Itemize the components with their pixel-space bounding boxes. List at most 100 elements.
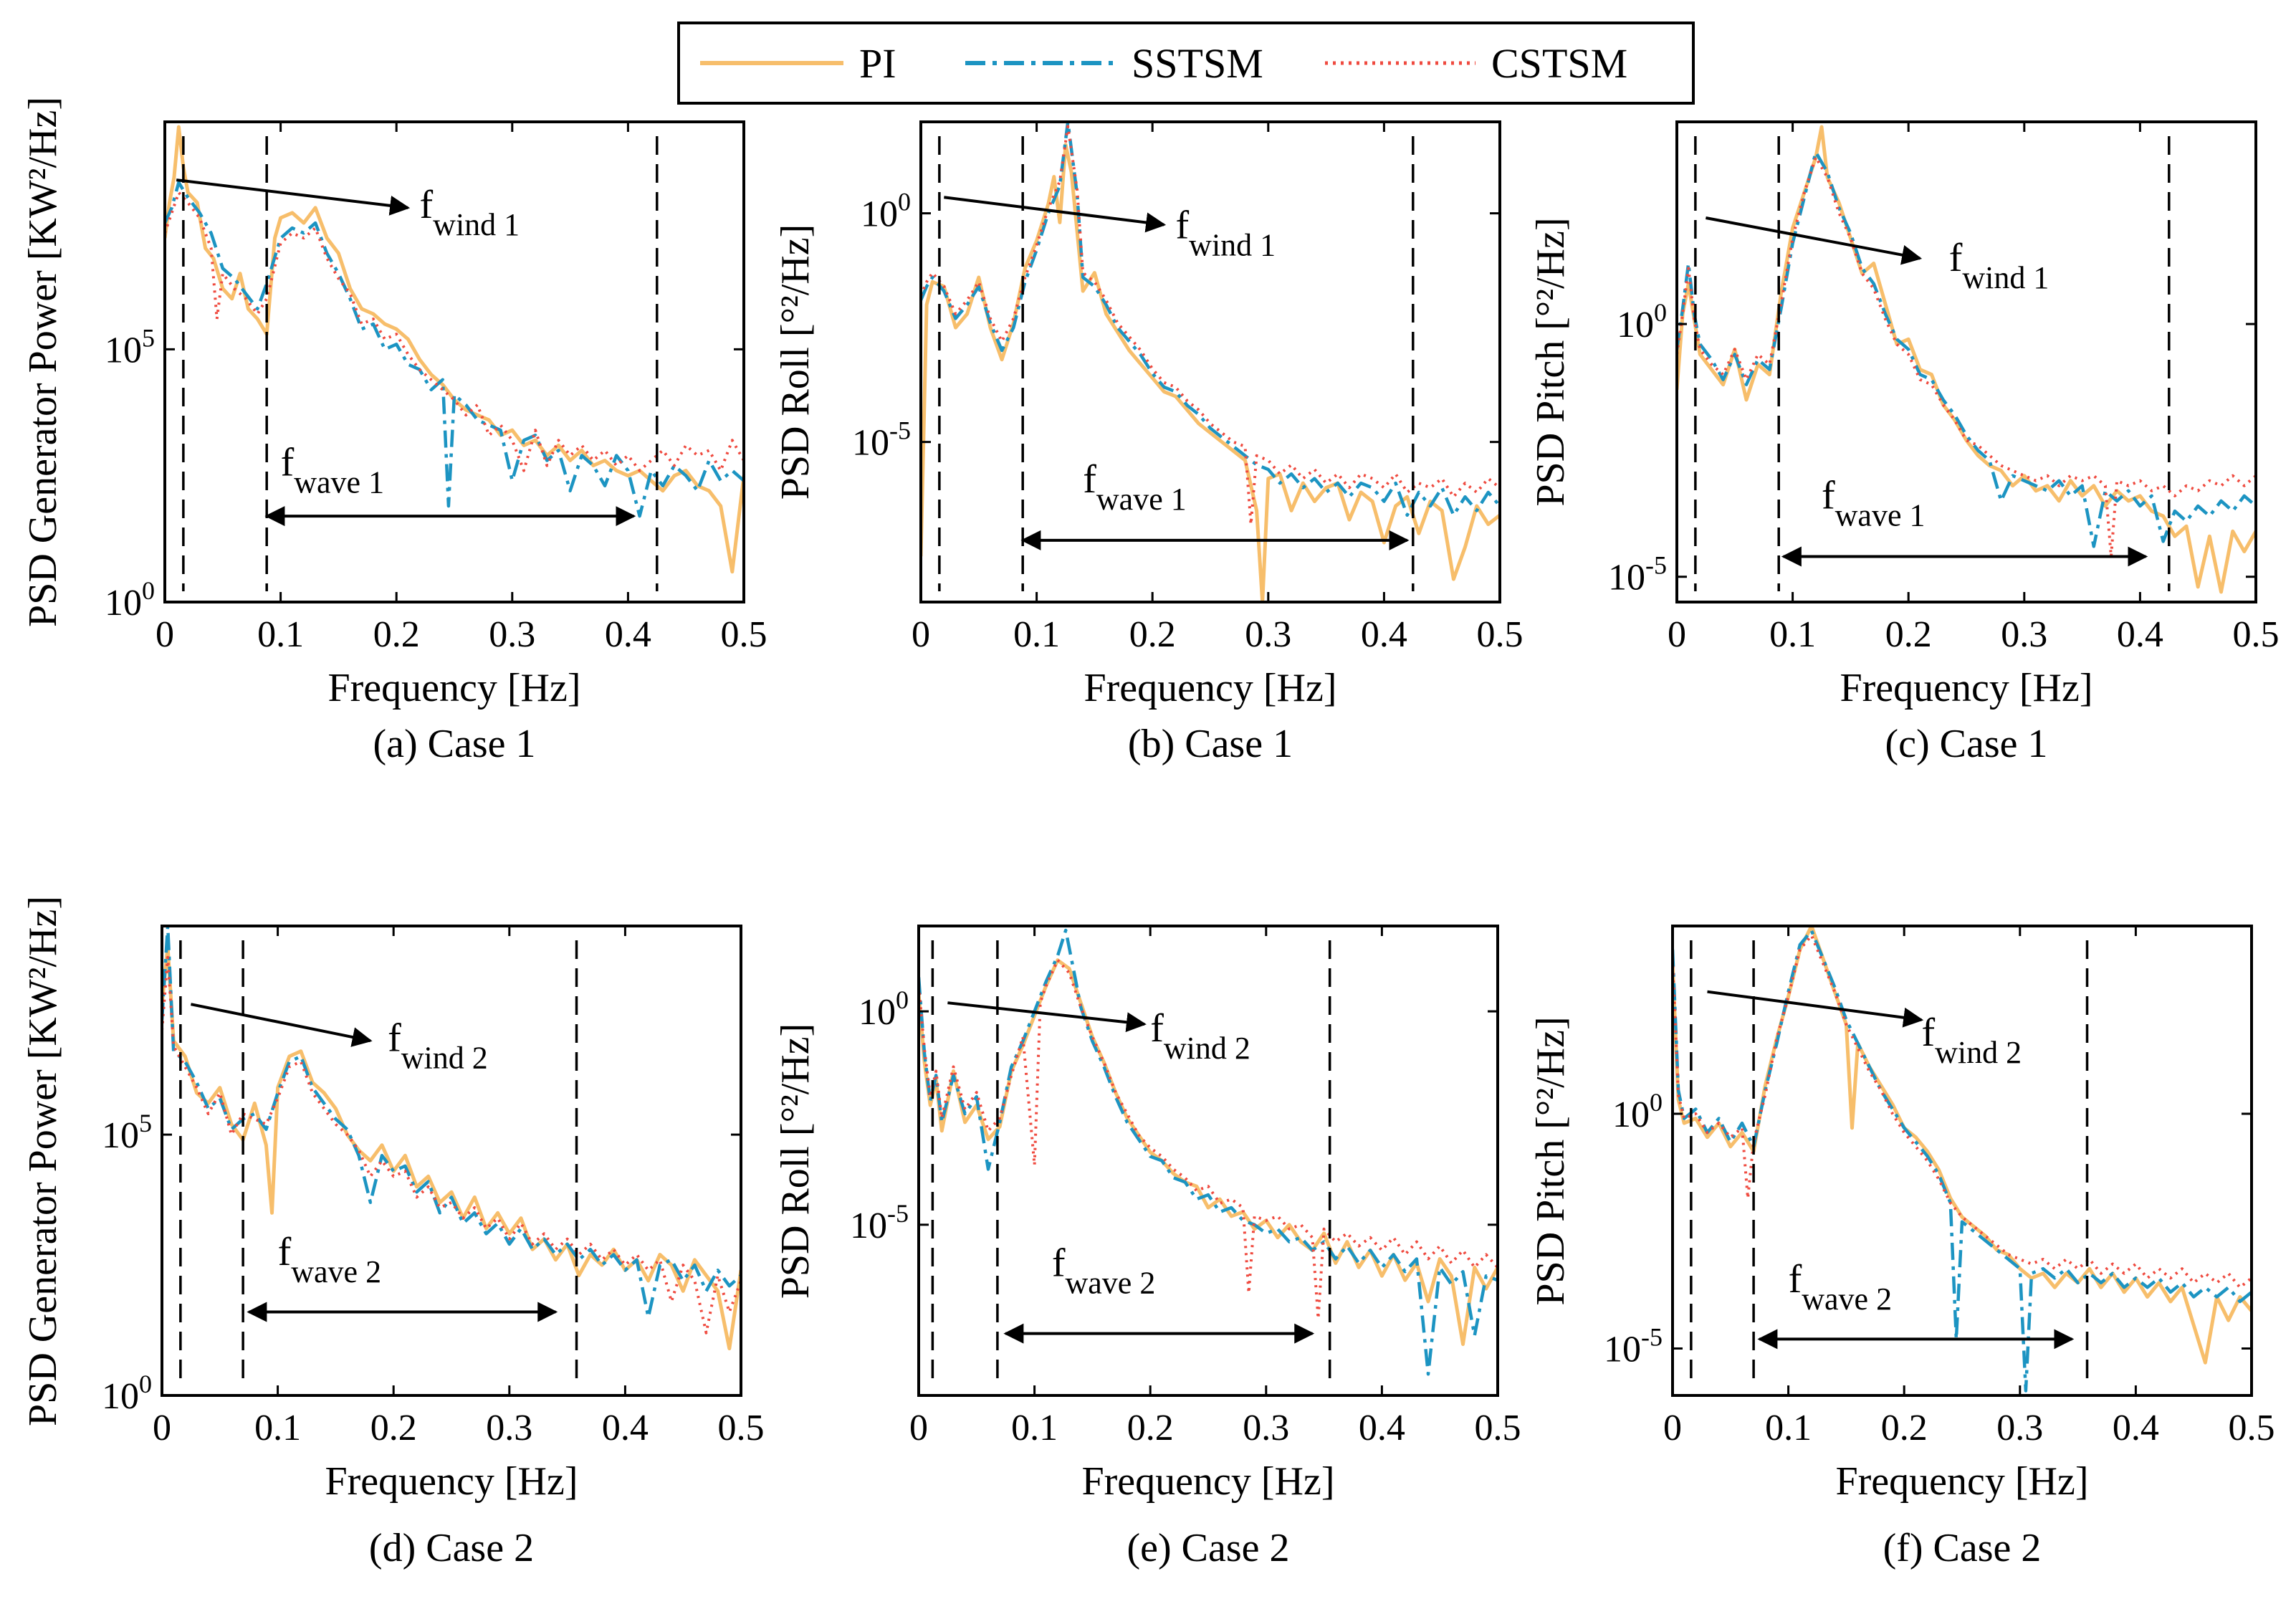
series-line-pi <box>165 125 744 574</box>
x-tick-label: 0.1 <box>1013 614 1060 655</box>
series-line-sstsm <box>1677 151 2256 548</box>
series-line-sstsm <box>1673 929 2252 1393</box>
panel-a: 0 0.1 0.2 0.3 0.4 0.5 100 105 fwind 1 fwave 1 Freq… <box>21 97 767 766</box>
wave-frequency-label: fwave 1 <box>1822 474 1926 533</box>
plot-frame <box>1675 120 2257 603</box>
x-tick-label: 0.1 <box>1765 1408 1812 1448</box>
wave-frequency-label: fwave 1 <box>1083 457 1187 517</box>
plot-frame <box>1671 925 2253 1397</box>
legend-swatch-cstsm <box>1325 61 1475 65</box>
wind-arrow <box>1707 990 1924 1028</box>
wave-frequency-label: fwave 2 <box>278 1230 381 1289</box>
panel-caption: (b) Case 1 <box>1128 722 1293 766</box>
series-line-sstsm <box>165 181 744 518</box>
x-tick-label: 0.3 <box>1245 614 1291 655</box>
y-tick-label: 100 <box>861 188 911 235</box>
series-line-sstsm <box>921 122 1500 517</box>
x-tick-label: 0.1 <box>257 614 304 655</box>
y-axis-label: PSD Pitch [°²/Hz] <box>1529 217 1573 506</box>
plot-frame <box>919 120 1501 603</box>
wind-frequency-label: fwind 1 <box>420 183 520 242</box>
wave-frequency-label: fwave 2 <box>1789 1257 1893 1317</box>
x-tick-label: 0 <box>1663 1408 1682 1448</box>
wind-frequency-label: fwind 2 <box>388 1016 488 1076</box>
legend-swatch-sstsm <box>965 61 1116 65</box>
x-tick-label: 0.3 <box>2001 614 2047 655</box>
x-tick-label: 0.4 <box>1359 1408 1405 1448</box>
y-tick-label: 100 <box>105 576 155 624</box>
series-line-sstsm <box>919 928 1498 1376</box>
y-tick-label: 105 <box>105 323 155 371</box>
x-tick-label: 0.2 <box>1129 614 1176 655</box>
panel-e: 0 0.1 0.2 0.3 0.4 0.5 10-5 100 fwind 2 fwave 2 Fre… <box>773 925 1521 1570</box>
legend: PI SSTSM CSTSM <box>677 22 1695 105</box>
y-tick-label: 105 <box>102 1109 152 1156</box>
wave-frequency-label: fwave 2 <box>1052 1241 1156 1300</box>
wind-arrow <box>191 1003 373 1047</box>
wind-frequency-label: fwind 2 <box>1921 1011 2022 1070</box>
y-tick-label: 10-5 <box>1608 551 1667 598</box>
x-tick-label: 0.5 <box>721 614 767 655</box>
x-tick-label: 0.1 <box>1011 1408 1058 1448</box>
panel-caption: (a) Case 1 <box>373 722 535 766</box>
series-line-pi <box>162 945 741 1350</box>
wave-frequency-label: fwave 1 <box>281 441 384 500</box>
x-tick-label: 0.4 <box>1361 614 1407 655</box>
panel-caption: (f) Case 2 <box>1883 1526 2042 1570</box>
x-tick-label: 0.2 <box>1127 1408 1174 1448</box>
x-axis-label: Frequency [Hz] <box>1840 666 2093 710</box>
series-group <box>1677 125 2256 594</box>
series-group <box>919 928 1498 1376</box>
x-tick-label: 0.4 <box>2117 614 2163 655</box>
legend-label-cstsm: CSTSM <box>1491 39 1628 87</box>
series-line-pi <box>919 958 1498 1346</box>
x-tick-label: 0.5 <box>2233 614 2280 655</box>
panel-caption: (e) Case 2 <box>1127 1526 1289 1570</box>
plot-frame <box>161 925 742 1397</box>
series-group <box>921 122 1500 602</box>
wind-frequency-label: fwind 2 <box>1150 1006 1250 1066</box>
series-line-cstsm <box>1673 934 2252 1289</box>
x-tick-label: 0.5 <box>718 1408 765 1448</box>
x-tick-label: 0.5 <box>2229 1408 2275 1448</box>
series-line-sstsm <box>162 926 741 1319</box>
plot-frame <box>163 120 745 603</box>
panel-caption: (d) Case 2 <box>369 1526 534 1570</box>
series-line-pi <box>1677 125 2256 594</box>
y-tick-label: 100 <box>858 985 909 1033</box>
x-tick-label: 0 <box>909 1408 928 1448</box>
x-tick-label: 0.2 <box>1885 614 1932 655</box>
panel-b: 0 0.1 0.2 0.3 0.4 0.5 10-5 100 fwind 1 fwave 1 Fre… <box>773 120 1524 766</box>
y-axis-label: PSD Generator Power [KW²/Hz] <box>21 896 65 1426</box>
series-line-cstsm <box>162 955 741 1335</box>
wind-arrow <box>176 178 411 216</box>
y-tick-label: 10-5 <box>850 1199 909 1246</box>
y-tick-label: 10-5 <box>852 416 911 464</box>
x-tick-label: 0.1 <box>1769 614 1816 655</box>
x-tick-label: 0.2 <box>1881 1408 1928 1448</box>
legend-item-pi: PI <box>700 24 896 102</box>
y-tick-label: 100 <box>1612 1088 1663 1135</box>
series-group <box>165 125 744 574</box>
x-tick-label: 0.5 <box>1475 1408 1521 1448</box>
panel-f: 0 0.1 0.2 0.3 0.4 0.5 10-5 100 fwind 2 fwave 2 Fre… <box>1529 925 2275 1570</box>
series-line-pi <box>1673 926 2252 1365</box>
y-axis-label: PSD Pitch [°²/Hz] <box>1529 1016 1573 1305</box>
series-line-cstsm <box>1677 156 2256 558</box>
series-line-cstsm <box>919 958 1498 1320</box>
plot-frame <box>917 925 1499 1397</box>
x-axis-label: Frequency [Hz] <box>1084 666 1337 710</box>
x-tick-label: 0.3 <box>1996 1408 2043 1448</box>
wind-frequency-label: fwind 1 <box>1176 204 1276 263</box>
x-axis-label: Frequency [Hz] <box>1836 1459 2089 1504</box>
legend-swatch-pi <box>700 61 843 65</box>
series-line-cstsm <box>921 125 1500 526</box>
wind-arrow <box>947 1001 1147 1033</box>
y-axis-label: PSD Roll [°²/Hz] <box>773 1023 818 1299</box>
panel-d: 0 0.1 0.2 0.3 0.4 0.5 100 105 fwind 2 fwave 2 Freq… <box>21 896 765 1570</box>
x-tick-label: 0.1 <box>254 1408 301 1448</box>
legend-label-sstsm: SSTSM <box>1132 39 1263 87</box>
panel-c: 0 0.1 0.2 0.3 0.4 0.5 10-5 100 fwind 1 fwave 1 Fre… <box>1529 120 2280 766</box>
x-tick-label: 0.3 <box>1243 1408 1289 1448</box>
